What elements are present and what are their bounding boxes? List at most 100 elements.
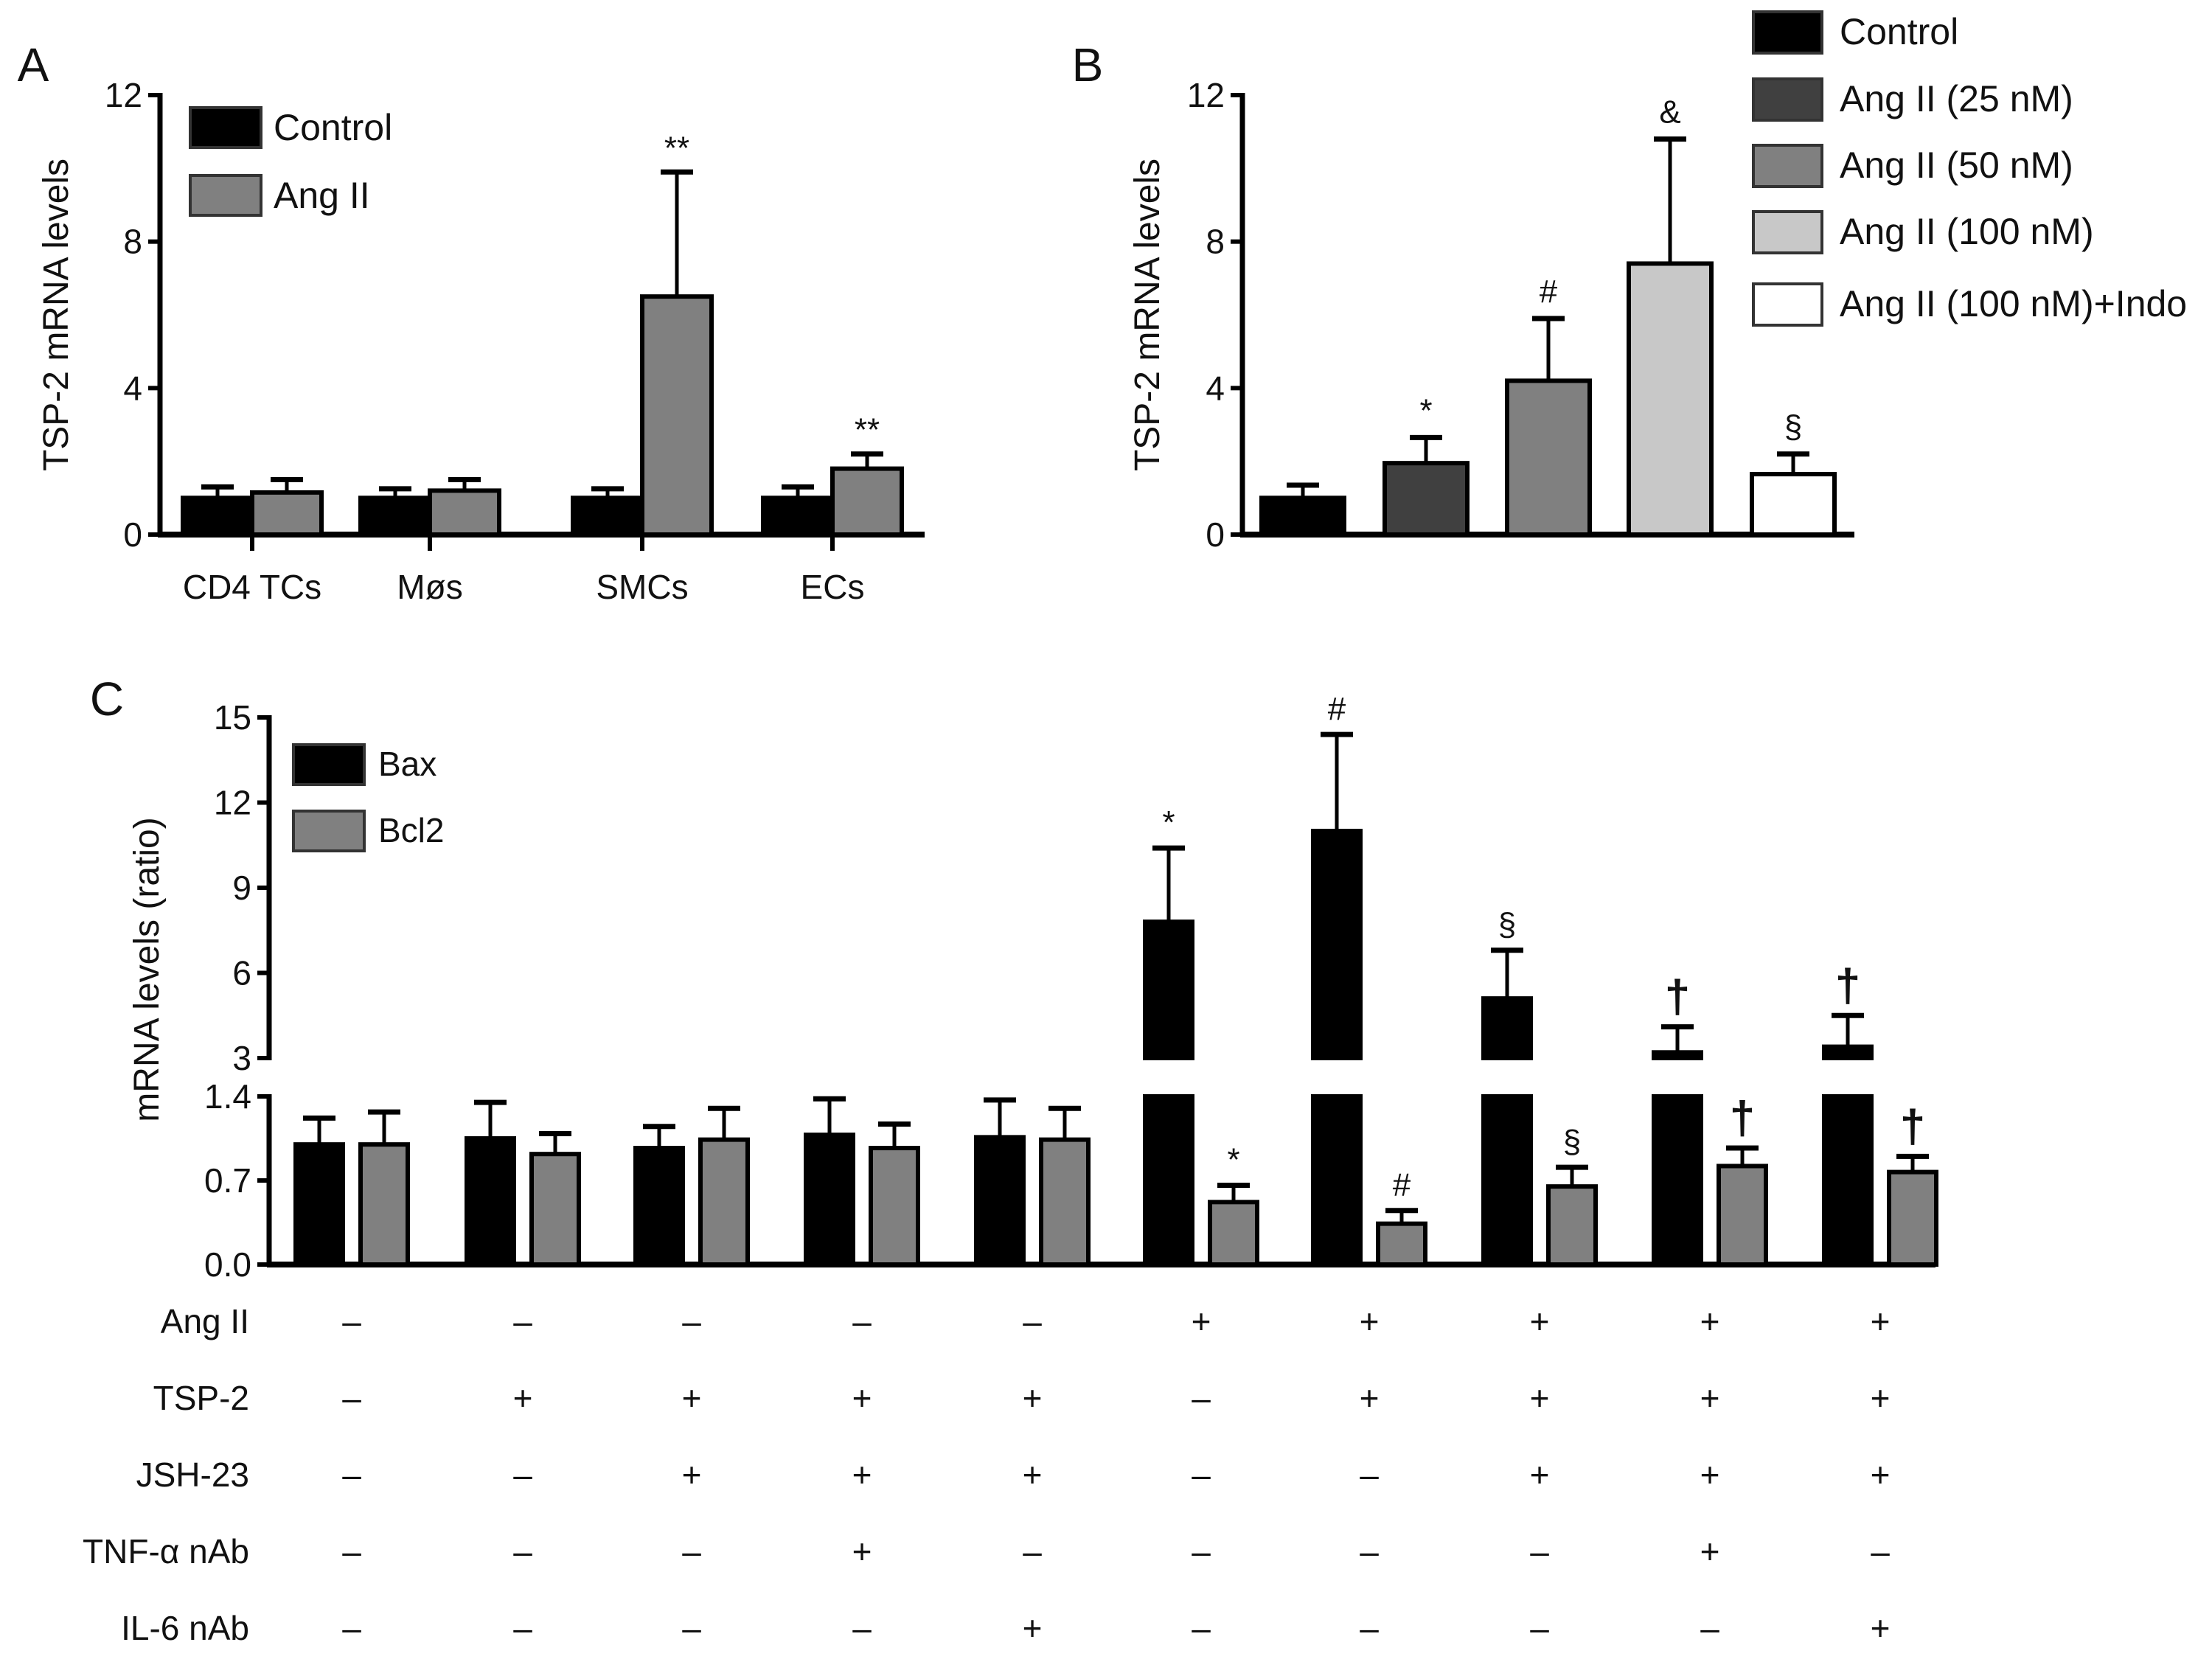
condition-sign: + (1700, 1532, 1720, 1571)
condition-sign: + (1700, 1302, 1720, 1340)
condition-sign: + (1530, 1302, 1550, 1340)
condition-sign: – (1192, 1532, 1211, 1571)
legend-label-c: Bcl2 (378, 811, 444, 849)
y-tick-label-a: 4 (123, 369, 142, 407)
bar-c-bcl2 (698, 1137, 750, 1267)
condition-label: TSP-2 (153, 1379, 249, 1417)
significance-mark-c: † (1665, 972, 1690, 1023)
y-tick-label-b: 4 (1206, 369, 1225, 407)
condition-sign: – (513, 1609, 532, 1647)
y-tick-label-a: 12 (105, 76, 142, 114)
condition-sign: + (1360, 1379, 1380, 1417)
significance-mark-c: * (1162, 804, 1175, 841)
condition-sign: – (1023, 1532, 1042, 1571)
bar-a-control (181, 495, 254, 537)
legend-label-b: Ang II (100 nM) (1840, 211, 2094, 252)
condition-sign: + (682, 1455, 702, 1494)
panel-label-b: B (1072, 38, 1104, 91)
x-tick-label-a: Møs (397, 568, 462, 606)
bar-c-bax (465, 1136, 516, 1267)
y-tick-label-c: 3 (232, 1039, 251, 1077)
condition-sign: + (852, 1455, 872, 1494)
condition-sign: – (1530, 1609, 1549, 1647)
bar-b (1382, 461, 1470, 538)
significance-mark-a: ** (664, 130, 689, 166)
legend-swatch-c (292, 743, 366, 786)
bar-c-bax (633, 1146, 685, 1267)
bar-c-bax-upper (1143, 919, 1194, 1060)
bar-a-control (358, 495, 432, 537)
legend-label-b: Ang II (25 nM) (1840, 78, 2073, 119)
bar-c-bax-lower (1481, 1094, 1533, 1267)
bar-c-bcl2 (1717, 1164, 1768, 1267)
legend-label-b: Ang II (100 nM)+Indo (1840, 283, 2187, 324)
legend-label-a: Ang II (274, 175, 370, 216)
y-axis-label-c: mRNA levels (ratio) (128, 817, 167, 1121)
condition-sign: – (1530, 1532, 1549, 1571)
bar-c-bax (974, 1135, 1026, 1267)
legend-swatch-a (189, 106, 262, 149)
condition-sign: + (852, 1379, 872, 1417)
legend-label-b: Ang II (50 nM) (1840, 145, 2073, 186)
condition-sign: – (1700, 1609, 1719, 1647)
condition-sign: – (1360, 1455, 1379, 1494)
condition-sign: – (342, 1609, 361, 1647)
condition-sign: + (513, 1379, 533, 1417)
condition-label: TNF-α nAb (83, 1532, 249, 1571)
condition-sign: – (342, 1532, 361, 1571)
bar-c-bax-upper (1652, 1050, 1703, 1061)
significance-mark-c: † (1900, 1101, 1925, 1152)
bar-c-bax-upper (1311, 829, 1363, 1060)
condition-sign: – (1360, 1532, 1379, 1571)
condition-sign: – (682, 1609, 701, 1647)
significance-mark-c: † (1730, 1093, 1755, 1144)
legend-swatch-b (1752, 210, 1823, 254)
bar-b (1750, 472, 1837, 537)
condition-sign: + (1871, 1609, 1891, 1647)
significance-mark-c: # (1393, 1167, 1411, 1203)
panel-label-a: A (18, 38, 49, 91)
condition-sign: – (1192, 1455, 1211, 1494)
bar-c-bcl2 (1887, 1169, 1938, 1267)
y-tick-label-a: 0 (123, 515, 142, 554)
significance-mark-c: † (1835, 960, 1860, 1011)
y-tick-label-c: 9 (232, 869, 251, 907)
bar-c-bcl2 (869, 1146, 920, 1267)
condition-sign: – (1871, 1532, 1890, 1571)
bar-c-bax-lower (1652, 1094, 1703, 1267)
y-tick-label-c: 15 (214, 698, 251, 737)
bar-c-bcl2 (1376, 1221, 1427, 1267)
condition-sign: – (1192, 1379, 1211, 1417)
condition-sign: + (1871, 1455, 1891, 1494)
bar-c-bcl2 (1208, 1200, 1259, 1267)
panel-label-c: C (90, 672, 124, 726)
bar-c-bax-lower (1143, 1094, 1194, 1267)
y-tick-label-c: 0.0 (204, 1245, 251, 1284)
condition-sign: – (513, 1532, 532, 1571)
bar-c-bcl2 (1039, 1137, 1091, 1267)
condition-sign: + (1871, 1302, 1891, 1340)
legend-label-c: Bax (378, 745, 437, 783)
condition-sign: + (1871, 1379, 1891, 1417)
condition-sign: + (852, 1532, 872, 1571)
condition-sign: + (1192, 1302, 1211, 1340)
condition-sign: + (1700, 1379, 1720, 1417)
y-tick-label-b: 12 (1187, 76, 1225, 114)
significance-mark-c: # (1328, 691, 1346, 727)
y-tick-label-c: 6 (232, 954, 251, 992)
y-tick-label-c: 1.4 (204, 1077, 251, 1116)
condition-sign: + (1023, 1609, 1043, 1647)
bar-c-bax-lower (1311, 1094, 1363, 1267)
significance-mark-a: ** (855, 412, 880, 448)
x-tick-label-a: ECs (801, 568, 865, 606)
y-tick-label-b: 8 (1206, 223, 1225, 261)
condition-sign: + (1023, 1455, 1043, 1494)
bar-c-bax-upper (1481, 996, 1533, 1061)
y-tick-label-a: 8 (123, 223, 142, 261)
y-axis-label-b: TSP-2 mRNA levels (1128, 159, 1167, 471)
condition-sign: – (513, 1455, 532, 1494)
bar-c-bax (293, 1142, 345, 1267)
legend-swatch-b (1752, 282, 1823, 327)
y-axis-label-a: TSP-2 mRNA levels (37, 159, 76, 471)
